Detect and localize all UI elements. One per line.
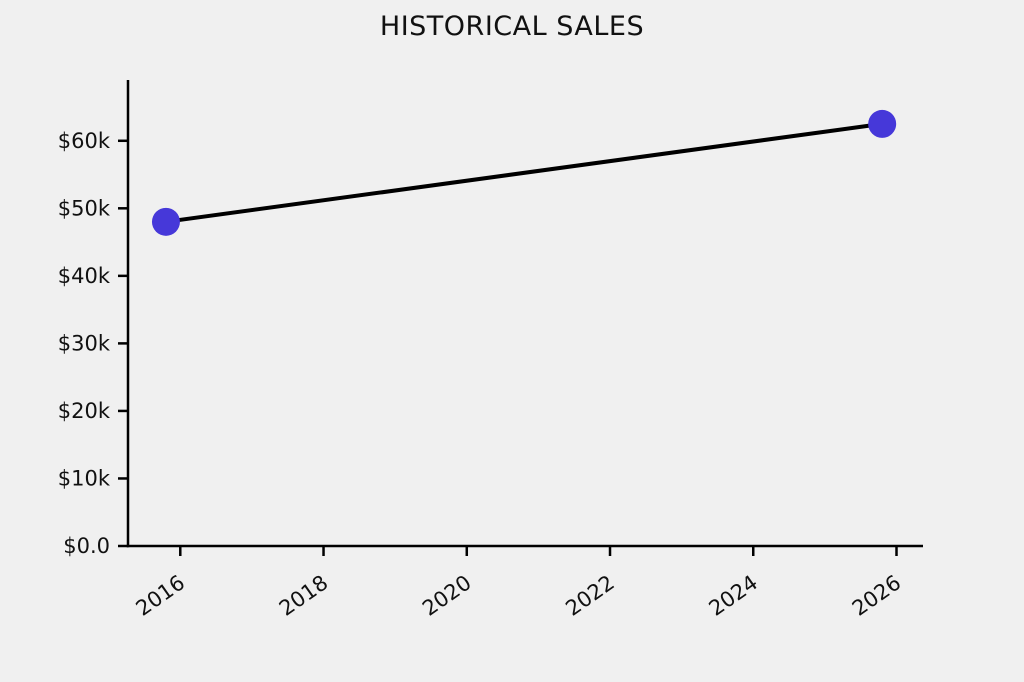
chart-title: HISTORICAL SALES [379,11,645,42]
x-tick-label: 2026 [848,570,906,620]
y-tick-label: $40k [58,264,111,288]
x-tick-label: 2018 [275,570,333,620]
x-tick-label: 2016 [132,570,190,620]
y-tick-label: $30k [58,331,111,355]
y-tick-label: $10k [58,466,111,490]
y-tick-label: $60k [58,129,111,153]
data-point-marker [151,207,180,236]
x-tick-label: 2024 [705,570,763,620]
sales-line [165,121,883,224]
x-tick-label: 2020 [418,570,476,620]
x-tick-label: 2022 [561,570,619,620]
y-tick-label: $0.0 [63,534,110,558]
y-tick-label: $20k [58,399,111,423]
data-point-marker [868,109,897,138]
y-tick-label: $50k [58,196,111,220]
